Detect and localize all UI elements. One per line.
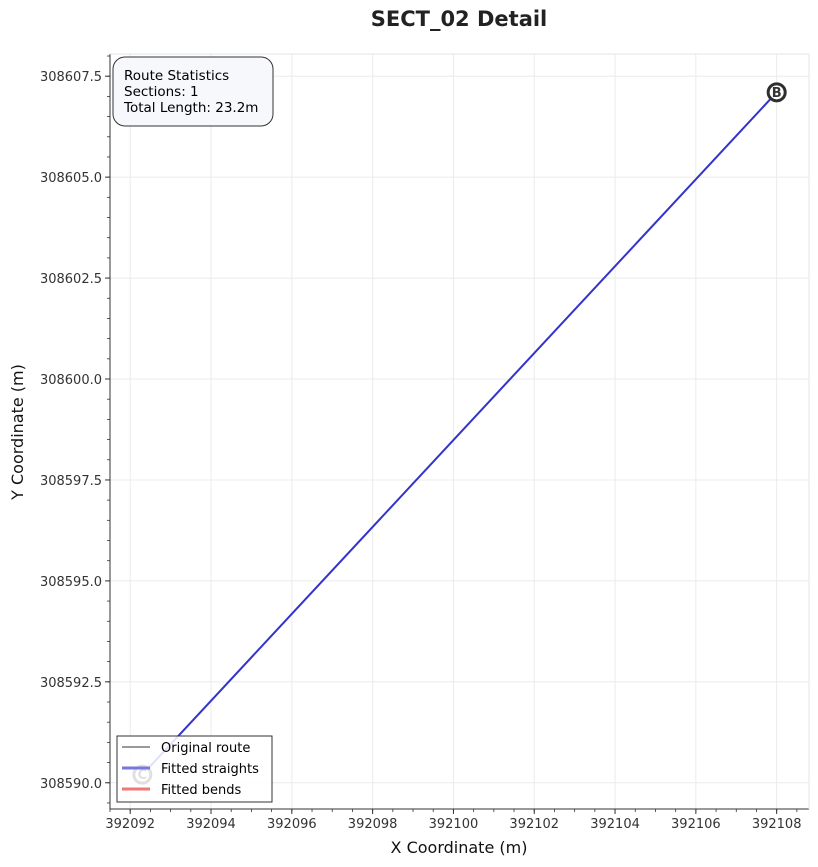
stats-line-sections: Sections: 1 [124, 84, 199, 100]
x-tick-label: 392102 [509, 817, 559, 832]
x-tick-label: 392096 [267, 817, 317, 832]
series [141, 91, 778, 776]
x-tick-label: 392098 [348, 817, 398, 832]
y-tick-label: 308605.0 [40, 171, 102, 186]
x-axis-label: X Coordinate (m) [391, 838, 528, 857]
marker-circle [766, 82, 787, 103]
y-tick-label: 308592.5 [40, 676, 102, 691]
legend-label-original-route: Original route [161, 741, 250, 756]
stats-line-title: Route Statistics [124, 68, 229, 84]
y-tick-label: 308600.0 [40, 373, 102, 388]
x-tick-label: 392092 [105, 817, 155, 832]
legend: Original route Fitted straights Fitted b… [116, 735, 273, 803]
x-tick-label: 392106 [671, 817, 721, 832]
y-tick-label: 308597.5 [40, 474, 102, 489]
x-tick-label: 392100 [429, 817, 479, 832]
stats-line-length: Total Length: 23.2m [123, 100, 258, 116]
route-marker-b: B [766, 82, 787, 103]
series-line-fitted-straights [141, 91, 778, 776]
y-tick-label: 308602.5 [40, 272, 102, 287]
axes [109, 53, 810, 810]
stats-box: Route Statistics Sections: 1 Total Lengt… [112, 56, 274, 127]
x-tick-label: 392104 [590, 817, 640, 832]
y-tick-label: 308607.5 [40, 70, 102, 85]
ticks: 392092 392094 392096 392098 392100 392102 3921… [40, 55, 802, 832]
y-tick-label: 308590.0 [40, 777, 102, 792]
chart-title: SECT_02 Detail [371, 7, 548, 31]
marker-label: B [772, 86, 782, 101]
x-tick-label: 392108 [752, 817, 802, 832]
grid [110, 54, 809, 809]
y-tick-label: 308595.0 [40, 575, 102, 590]
legend-label-fitted-bends: Fitted bends [161, 783, 241, 798]
stats-box-frame [112, 56, 274, 127]
legend-label-fitted-straights: Fitted straights [161, 762, 259, 777]
x-tick-label: 392094 [186, 817, 236, 832]
y-axis-label: Y Coordinate (m) [8, 364, 27, 501]
